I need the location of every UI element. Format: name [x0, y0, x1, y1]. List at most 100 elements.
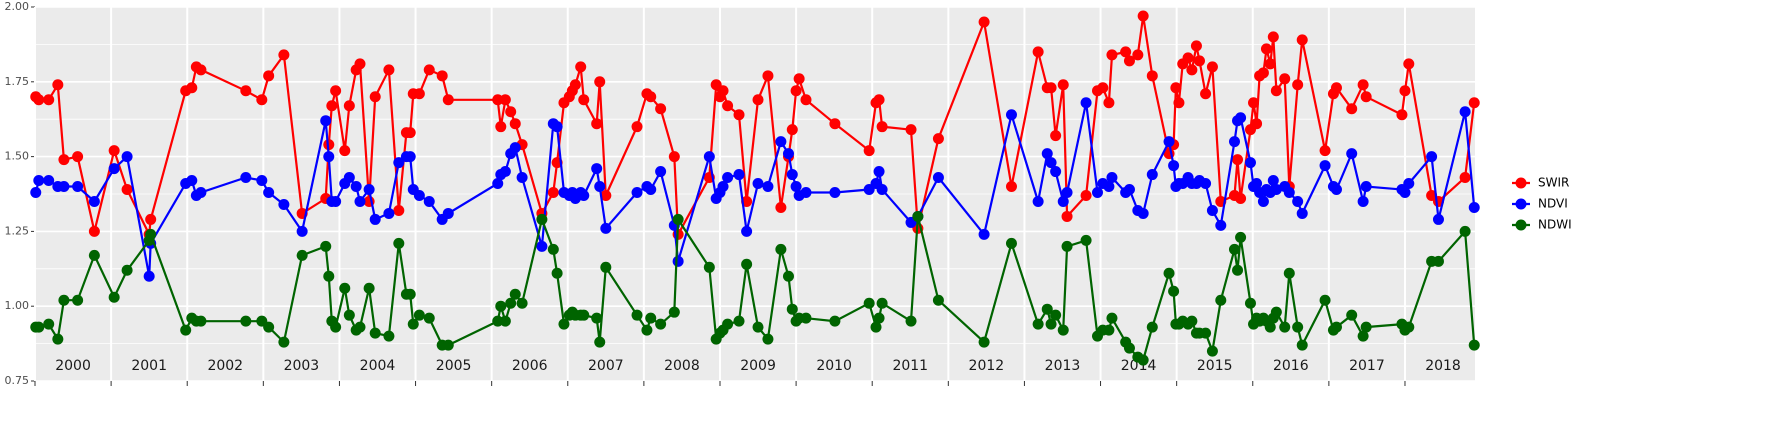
point — [58, 294, 70, 306]
point — [413, 309, 425, 321]
point — [1080, 234, 1092, 246]
point — [905, 124, 917, 136]
point — [343, 309, 355, 321]
point — [1396, 109, 1408, 121]
point — [1057, 324, 1069, 336]
point — [1235, 231, 1247, 243]
point — [722, 172, 734, 184]
point — [1045, 157, 1057, 169]
legend-label: NDVI — [1538, 197, 1568, 211]
point — [600, 222, 612, 234]
point — [1163, 136, 1175, 148]
point — [296, 225, 308, 237]
point — [1106, 49, 1118, 61]
point — [509, 118, 521, 130]
point — [1206, 204, 1218, 216]
point — [1403, 321, 1415, 333]
point — [1357, 195, 1369, 207]
point — [775, 201, 787, 213]
point — [631, 309, 643, 321]
point — [1215, 294, 1227, 306]
point — [1244, 157, 1256, 169]
point — [1103, 97, 1115, 109]
point — [121, 264, 133, 276]
point — [1200, 327, 1212, 339]
point — [1264, 321, 1276, 333]
point — [1170, 82, 1182, 94]
point — [1251, 118, 1263, 130]
point — [499, 94, 511, 106]
point — [256, 175, 268, 187]
point — [733, 169, 745, 181]
point — [800, 94, 812, 106]
point — [72, 151, 84, 163]
point — [52, 333, 64, 345]
point — [793, 73, 805, 85]
point — [1346, 103, 1358, 115]
point — [1459, 172, 1471, 184]
point — [829, 118, 841, 130]
point — [442, 207, 454, 219]
point — [1228, 136, 1240, 148]
point — [762, 70, 774, 82]
point — [1360, 91, 1372, 103]
point — [717, 85, 729, 97]
point — [1106, 172, 1118, 184]
point — [631, 187, 643, 199]
point — [591, 163, 603, 175]
point — [323, 270, 335, 282]
point — [108, 163, 120, 175]
point — [547, 243, 559, 255]
point — [752, 178, 764, 190]
point — [1468, 339, 1480, 351]
point — [741, 225, 753, 237]
point — [870, 321, 882, 333]
point — [1080, 97, 1092, 109]
point — [1330, 184, 1342, 196]
point — [578, 309, 590, 321]
point — [786, 124, 798, 136]
point — [594, 181, 606, 193]
point — [354, 195, 366, 207]
point — [1251, 178, 1263, 190]
point — [180, 324, 192, 336]
point — [1005, 109, 1017, 121]
point — [594, 336, 606, 348]
point — [339, 282, 351, 294]
point — [863, 145, 875, 157]
point — [863, 297, 875, 309]
point — [703, 151, 715, 163]
point — [320, 115, 332, 127]
point — [1050, 309, 1062, 321]
point — [1190, 40, 1202, 52]
point — [278, 198, 290, 210]
x-tick-label: 2012 — [969, 358, 1005, 374]
point — [195, 64, 207, 76]
point — [195, 315, 207, 327]
x-tick-label: 2010 — [816, 358, 852, 374]
point — [575, 61, 587, 73]
point — [1123, 342, 1135, 354]
point — [1279, 321, 1291, 333]
point — [905, 315, 917, 327]
legend-label: SWIR — [1538, 176, 1569, 190]
legend-label: NDWI — [1538, 218, 1572, 232]
series — [30, 10, 1480, 240]
point — [363, 184, 375, 196]
point — [1061, 240, 1073, 252]
point — [790, 85, 802, 97]
point — [558, 318, 570, 330]
point — [1206, 345, 1218, 357]
point — [1137, 354, 1149, 366]
point — [1080, 189, 1092, 201]
point — [1146, 169, 1158, 181]
point — [320, 240, 332, 252]
point — [672, 255, 684, 267]
point — [1200, 88, 1212, 100]
point — [363, 282, 375, 294]
point — [668, 306, 680, 318]
point — [1232, 264, 1244, 276]
point — [1292, 79, 1304, 91]
point — [668, 151, 680, 163]
point — [263, 70, 275, 82]
